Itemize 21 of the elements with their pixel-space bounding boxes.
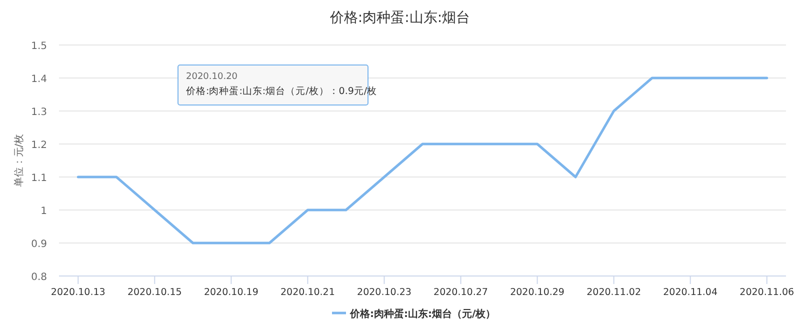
y-tick-label: 0.9 bbox=[31, 239, 47, 250]
y-tick-label: 1.3 bbox=[31, 107, 47, 118]
x-tick-label: 2020.10.19 bbox=[204, 287, 258, 298]
x-tick-label: 2020.10.23 bbox=[357, 287, 412, 298]
x-tick-label: 2020.10.13 bbox=[50, 287, 106, 298]
x-tick-label: 2020.10.29 bbox=[510, 287, 564, 298]
y-tick-label: 1.1 bbox=[31, 173, 47, 184]
x-tick-label: 2020.11.04 bbox=[663, 287, 718, 298]
x-tick-label: 2020.11.02 bbox=[586, 287, 642, 298]
x-tick-label: 2020.10.27 bbox=[434, 287, 488, 298]
x-tick-label: 2020.11.06 bbox=[740, 287, 794, 298]
y-tick-label: 0.8 bbox=[31, 272, 47, 283]
y-tick-label: 1 bbox=[40, 206, 47, 217]
y-tick-label: 1.4 bbox=[31, 74, 47, 85]
legend-label: 价格:肉种蛋:山东:烟台（元/枚） bbox=[349, 308, 496, 320]
x-tick-label: 2020.10.21 bbox=[280, 287, 335, 298]
y-axis-title: 单位：元/枚 bbox=[13, 134, 25, 188]
x-tick-label: 2020.10.15 bbox=[127, 287, 182, 298]
chart-title: 价格:肉种蛋:山东:烟台 bbox=[328, 10, 470, 26]
y-tick-label: 1.2 bbox=[31, 140, 47, 151]
y-tick-label: 1.5 bbox=[31, 41, 47, 52]
